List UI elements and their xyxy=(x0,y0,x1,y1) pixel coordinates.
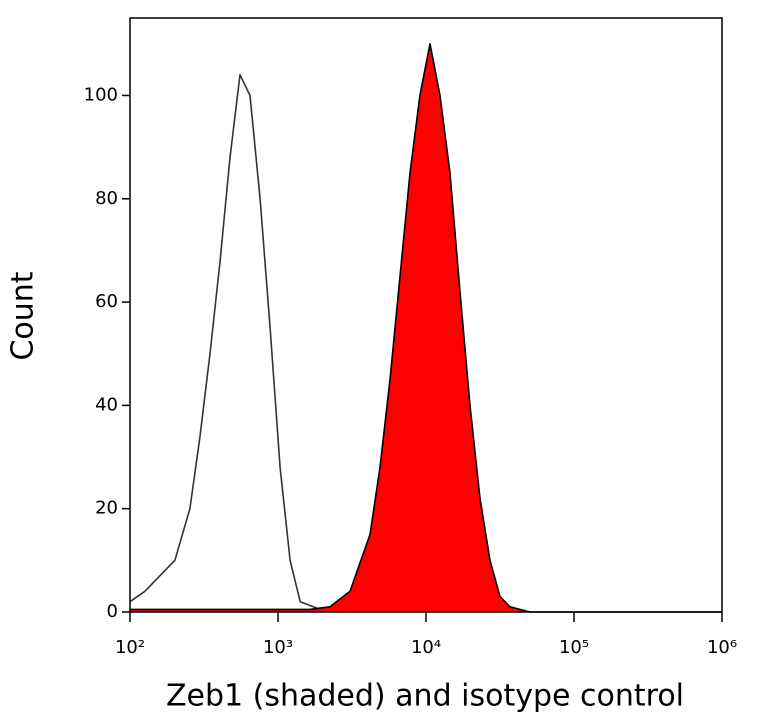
y-tick-label: 40 xyxy=(95,394,118,415)
histogram-line xyxy=(130,43,722,613)
x-tick-label: 10⁵ xyxy=(559,637,589,658)
histogram-area xyxy=(130,43,722,613)
x-tick-label: 10² xyxy=(115,637,145,658)
y-tick-label: 80 xyxy=(95,188,118,209)
y-tick-label: 100 xyxy=(84,84,118,105)
histogram-line xyxy=(129,74,341,613)
x-tick-label: 10⁴ xyxy=(411,637,441,658)
x-tick-label: 10⁶ xyxy=(707,637,737,658)
y-axis-title: Count xyxy=(6,271,41,360)
x-axis-title: Zeb1 (shaded) and isotype control xyxy=(166,679,684,714)
y-tick-label: 0 xyxy=(107,601,118,622)
x-tick-label: 10³ xyxy=(263,637,293,658)
y-tick-label: 60 xyxy=(95,291,118,312)
y-tick-label: 20 xyxy=(95,498,118,519)
